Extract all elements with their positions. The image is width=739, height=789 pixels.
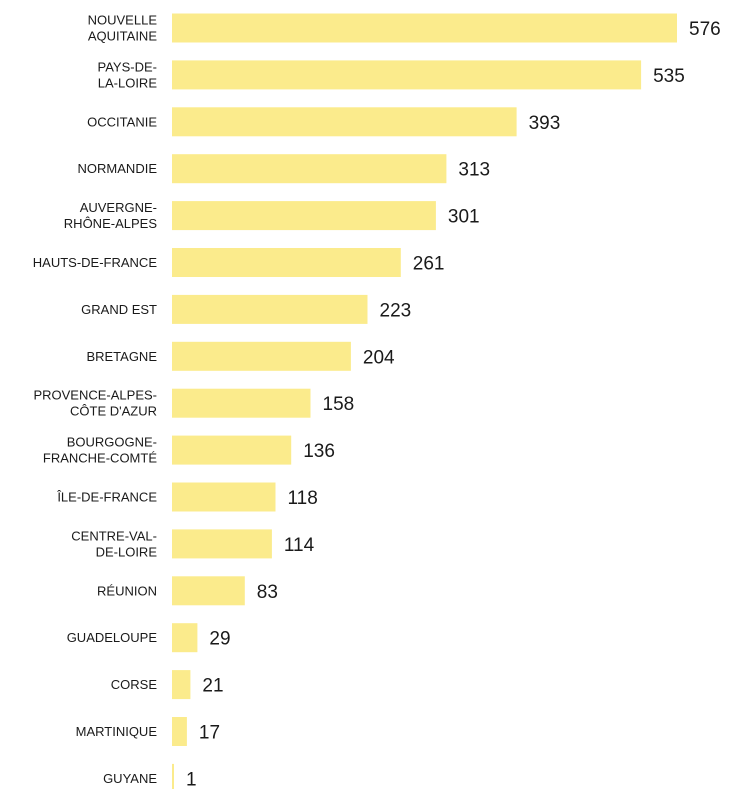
- value-label-2: 535: [653, 66, 685, 87]
- category-label-6: HAUTS-DE-FRANCE: [33, 255, 158, 270]
- category-label-17: GUYANE: [103, 771, 157, 786]
- bar-17: [172, 763, 174, 789]
- category-label-11: ÎLE-DE-FRANCE: [56, 490, 157, 505]
- category-label-12: CENTRE-VAL-DE-LOIRE: [71, 528, 157, 559]
- value-label-17: 1: [186, 769, 197, 789]
- category-label-2: PAYS-DE-LA-LOIRE: [98, 59, 158, 90]
- value-label-3: 393: [529, 113, 561, 134]
- bar-16: [172, 717, 187, 746]
- value-label-14: 29: [209, 629, 230, 650]
- bar-15: [172, 670, 191, 700]
- category-label-8: BRETAGNE: [86, 349, 157, 364]
- bar-3: [172, 107, 517, 137]
- value-label-11: 118: [288, 488, 318, 509]
- value-label-13: 83: [257, 582, 278, 603]
- bar-4: [172, 154, 447, 184]
- category-label-5: AUVERGNE-RHÔNE-ALPES: [64, 200, 158, 231]
- value-label-15: 21: [202, 676, 223, 697]
- value-label-10: 136: [303, 441, 335, 462]
- bar-7: [172, 294, 368, 324]
- value-label-5: 301: [448, 207, 480, 228]
- category-label-3: OCCITANIE: [87, 114, 157, 129]
- category-label-16: MARTINIQUE: [76, 724, 158, 739]
- value-label-6: 261: [413, 254, 445, 275]
- category-label-7: GRAND EST: [81, 302, 157, 317]
- bar-14: [172, 623, 198, 653]
- value-label-12: 114: [284, 535, 315, 556]
- category-label-15: CORSE: [111, 677, 158, 692]
- category-label-9: PROVENCE-ALPES-CÔTE D'AZUR: [33, 388, 157, 419]
- value-label-7: 223: [380, 300, 412, 321]
- bar-6: [172, 248, 401, 277]
- category-label-1: NOUVELLE AQUITAINE: [88, 13, 158, 44]
- bar-10: [172, 435, 292, 465]
- value-label-16: 17: [199, 723, 220, 744]
- value-label-8: 204: [363, 347, 395, 368]
- bar-11: [172, 482, 276, 512]
- bar-13: [172, 576, 245, 606]
- bar-1: [172, 13, 677, 43]
- bar-8: [172, 341, 351, 371]
- bar-12: [172, 529, 272, 559]
- value-label-1: 576: [689, 19, 721, 40]
- value-label-9: 158: [323, 394, 355, 415]
- category-label-14: GUADELOUPE: [67, 630, 158, 645]
- bar-5: [172, 201, 436, 231]
- category-label-13: RÉUNION: [97, 583, 157, 598]
- bar-9: [172, 388, 311, 418]
- category-label-10: BOURGOGNE-FRANCHE-COMTÉ: [43, 435, 157, 466]
- value-label-4: 313: [458, 160, 490, 181]
- bar-2: [172, 60, 642, 90]
- category-label-4: NORMANDIE: [78, 161, 158, 176]
